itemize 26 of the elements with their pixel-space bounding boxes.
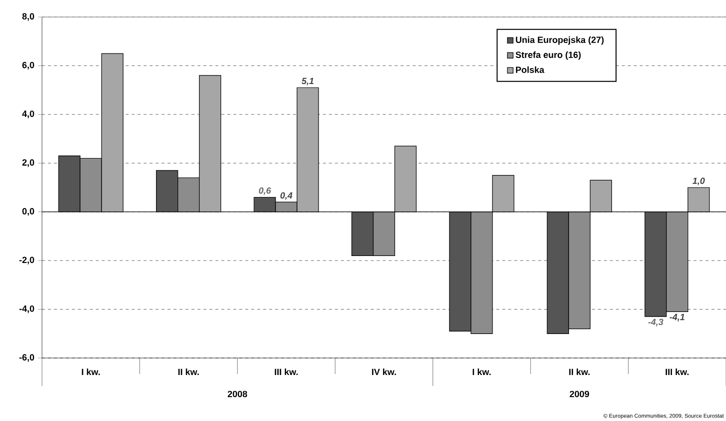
y-tick-label: 8,0 [22, 13, 34, 21]
data-label: -4,3 [648, 318, 664, 326]
data-label: 0,4 [280, 192, 292, 200]
x-tick-label: II kw. [569, 368, 590, 376]
y-tick-label: 4,0 [22, 110, 34, 118]
legend-label: Polska [516, 66, 544, 73]
data-label: 1,0 [692, 178, 705, 186]
text: 2009 [570, 390, 590, 398]
y-tick-label: -2,0 [19, 256, 34, 264]
data-label: 0,6 [258, 187, 272, 196]
y-tick-label: -4,0 [19, 305, 34, 314]
x-tick-label: II kw. [178, 368, 199, 376]
legend-label: Unia Europejska (27) [516, 36, 604, 45]
data-label: 5,1 [302, 78, 314, 86]
x-tick-label: III kw. [666, 368, 689, 376]
x-tick-label: I kw. [82, 368, 100, 376]
x-tick-label: IV kw. [372, 368, 396, 376]
y-tick-label: 0,0 [22, 208, 34, 216]
x-tick-label: I kw. [472, 368, 491, 376]
data-label: -4,1 [670, 314, 684, 322]
y-tick-label: 2,0 [22, 159, 34, 167]
y-tick-label: -6,0 [19, 354, 34, 362]
y-tick-label: 6,0 [22, 62, 34, 70]
text: 2008 [228, 390, 248, 398]
legend-label: Strefa euro (16) [516, 51, 581, 60]
x-tick-label: III kw. [274, 368, 298, 376]
